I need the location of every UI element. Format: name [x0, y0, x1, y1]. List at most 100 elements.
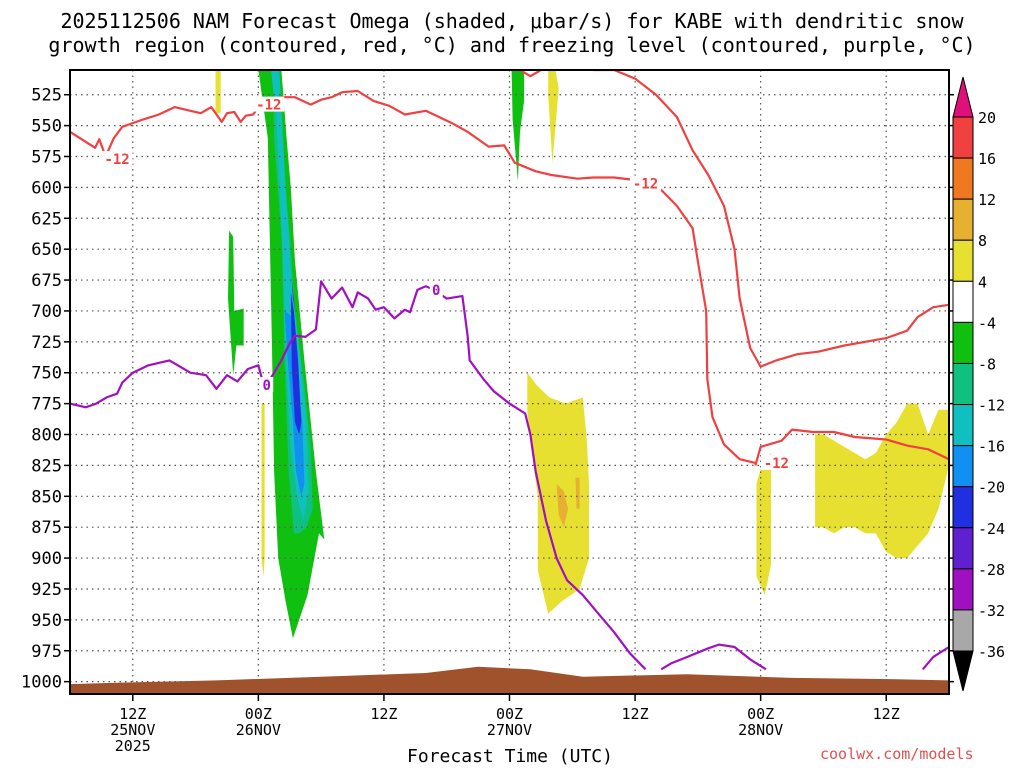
colorbar-label: -12 [978, 397, 1005, 415]
contour-label-freezing-level: 0 [263, 378, 271, 394]
y-tick-label: 600 [31, 178, 62, 198]
x-axis [132, 694, 887, 701]
y-tick-label: 1000 [21, 673, 62, 693]
y-axis: 525 550 575 600 625 650 675 700 725 750 775 800 825 8… [21, 86, 954, 693]
contour-label-bg [101, 150, 133, 166]
y-tick-label: 850 [31, 487, 62, 507]
colorbar-label: -8 [978, 355, 996, 373]
contour-line-dgz-minus-12 [519, 70, 542, 78]
contour-label-bg [253, 96, 285, 112]
x-tick-date: 26NOV [235, 721, 281, 739]
x-tick-date: 27NOV [486, 721, 533, 739]
omega-region-descent-top [548, 70, 559, 163]
omega-region-ascent-mid [228, 230, 244, 376]
colorbar-label: 20 [978, 109, 996, 127]
x-tick-label: 12Z [370, 705, 398, 723]
colorbar-bottom-arrow [952, 650, 974, 692]
contour-label-dgz-minus-12: -12 [633, 177, 658, 193]
chart-title-line-1: 2025112506 NAM Forecast Omega (shaded, μ… [60, 9, 964, 33]
colorbar-label: -24 [978, 520, 1005, 538]
chart-title-line-2: growth region (contoured, red, °C) and f… [48, 33, 976, 57]
x-axis-label: Forecast Time (UTC) [407, 746, 613, 767]
contour-label-bg [429, 281, 443, 297]
y-tick-label: 775 [31, 395, 62, 415]
y-tick-label: 900 [31, 549, 62, 569]
x-tick-label: 12Z [621, 705, 649, 723]
y-tick-label: 675 [31, 271, 62, 291]
colorbar-bin [952, 445, 974, 488]
contour-line-freezing-level [70, 280, 647, 671]
x-tick-label: 12Z [119, 705, 147, 723]
x-tick-date: 25NOV [110, 721, 156, 739]
x-tick-label: 00Z [747, 705, 775, 723]
contour-label-bg [260, 377, 274, 393]
y-tick-label: 625 [31, 209, 62, 229]
contour-line-freezing-level [660, 643, 767, 671]
colorbar-bin [952, 116, 974, 159]
contour-line-freezing-level [921, 646, 949, 671]
y-tick-label: 925 [31, 580, 62, 600]
colorbar-label: 8 [978, 232, 987, 250]
colorbar-bin [952, 568, 974, 611]
y-tick-label: 975 [31, 642, 62, 662]
x-tick-label: 12Z [872, 705, 900, 723]
contour-line-dgz-minus-12 [754, 428, 949, 466]
colorbar-bin [952, 239, 974, 282]
omega-region-ascent-main [291, 280, 295, 311]
colorbar-label: 4 [978, 273, 987, 291]
contour-line-dgz-minus-12 [70, 89, 756, 464]
y-tick-label: 750 [31, 364, 62, 384]
omega-region-descent-27nov [556, 483, 569, 528]
colorbar-label: -4 [978, 314, 996, 332]
x-tick-label: 00Z [495, 705, 524, 723]
contour-label-freezing-level: 0 [432, 283, 440, 299]
y-tick-label: 525 [31, 86, 62, 106]
colorbar: 20 16 12 8 4 -4 -8 -12 -16 -20 -24 -28 -32 -36 [952, 76, 1005, 692]
colorbar-bin [952, 362, 974, 406]
omega-region-descent-28nov [815, 403, 949, 559]
omega-region-ascent-top [511, 70, 525, 182]
y-tick-label: 950 [31, 611, 62, 631]
omega-region-descent-1 [215, 70, 221, 114]
y-tick-label: 575 [31, 147, 62, 167]
ground-fill [70, 666, 949, 694]
x-tick-year: 2025 [114, 737, 151, 755]
omega-shading [215, 70, 949, 639]
colorbar-label: 12 [978, 191, 996, 209]
contour-label-dgz-minus-12: -12 [764, 456, 789, 472]
contour-line-dgz-minus-12 [593, 70, 949, 368]
colorbar-bin [952, 609, 974, 652]
colorbar-bin [952, 280, 974, 323]
y-tick-label: 725 [31, 333, 62, 353]
omega-region-descent-27nov [575, 477, 580, 509]
colorbar-label: -32 [978, 602, 1005, 620]
colorbar-top-arrow [952, 76, 974, 118]
contour-lines: -12 -12 -12 -12 0 0 [70, 70, 949, 671]
grid-lines [70, 70, 949, 694]
colorbar-bin [952, 486, 974, 529]
y-tick-label: 825 [31, 456, 62, 476]
colorbar-bin [952, 198, 974, 241]
colorbar-label: 16 [978, 150, 996, 168]
x-tick-label: 00Z [244, 705, 272, 723]
colorbar-bin [952, 321, 974, 364]
contour-label-dgz-minus-12: -12 [256, 98, 281, 114]
contour-label-bg [760, 454, 792, 470]
colorbar-bin [952, 157, 974, 200]
source-credit: coolwx.com/models [820, 745, 974, 763]
ground-layer [70, 666, 949, 694]
contour-label-bg [630, 175, 662, 191]
colorbar-label: -28 [978, 561, 1005, 579]
colorbar-bin [952, 404, 974, 447]
contour-label-dgz-minus-12: -12 [104, 152, 129, 168]
colorbar-label: -16 [978, 438, 1005, 456]
colorbar-label: -20 [978, 479, 1005, 497]
omega-region-ascent-main [290, 292, 302, 435]
omega-region-descent-col [261, 403, 265, 577]
y-tick-label: 800 [31, 426, 62, 446]
colorbar-label: -36 [978, 643, 1005, 661]
x-tick-date: 28NOV [738, 721, 784, 739]
y-tick-label: 700 [31, 302, 62, 322]
